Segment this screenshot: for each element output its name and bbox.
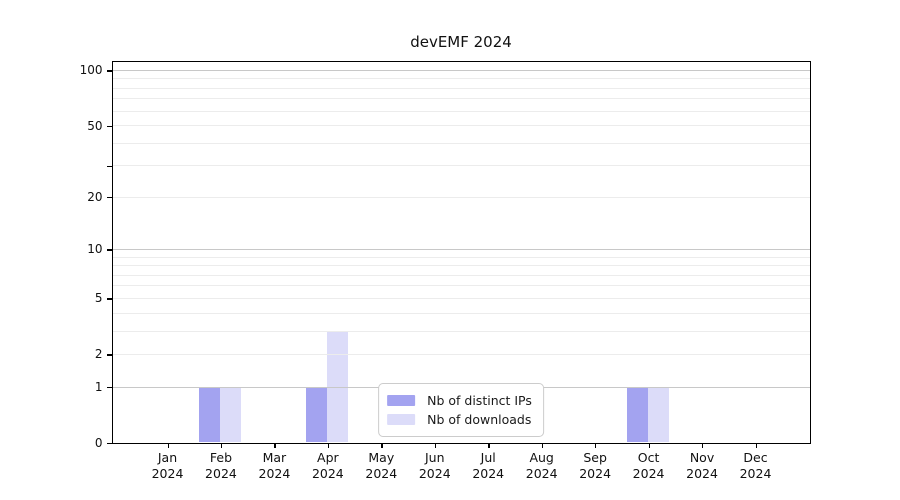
x-tick-label-year: 2024 — [365, 465, 398, 481]
x-tick-mark — [488, 443, 490, 448]
x-tick-label: Jun 2024 — [404, 450, 466, 481]
bar-distinct-ips — [306, 386, 328, 443]
y-tick-label: 10 — [87, 242, 103, 257]
y-tick-label: 2 — [94, 347, 103, 362]
x-tick-label-year: 2024 — [632, 465, 665, 481]
gridline-minor — [112, 142, 810, 144]
gridline-minor — [112, 165, 810, 167]
x-tick-mark — [327, 443, 330, 448]
x-tick-label: Jan 2024 — [137, 450, 199, 481]
x-tick-label: Sep 2024 — [564, 450, 626, 481]
x-tick-label: Oct 2024 — [618, 450, 680, 481]
x-tick-label-month: Aug — [529, 450, 554, 465]
x-tick-mark — [381, 443, 383, 448]
legend-label-distinct-ips: Nb of distinct IPs — [427, 392, 532, 408]
x-tick-label: Jul 2024 — [457, 450, 519, 481]
y-tick-mark — [106, 197, 113, 199]
x-tick-mark — [702, 443, 704, 448]
x-tick-label-year: 2024 — [151, 465, 184, 481]
y-tick-label: 1 — [94, 380, 103, 395]
y-tick-mark — [106, 70, 113, 72]
y-tick-label: 20 — [87, 190, 103, 205]
x-tick-label-month: Apr — [317, 450, 339, 465]
legend-swatch-distinct-ips — [387, 394, 416, 406]
legend-row-distinct-ips: Nb of distinct IPs — [387, 391, 532, 410]
gridline-minor — [112, 285, 810, 287]
x-tick-label-year: 2024 — [258, 465, 291, 481]
y-tick-mark — [106, 165, 113, 168]
gridline-minor — [112, 265, 810, 267]
legend-label-downloads: Nb of downloads — [427, 411, 532, 427]
gridline-minor — [112, 297, 810, 299]
gridline-minor — [112, 330, 810, 332]
y-tick-mark — [106, 298, 113, 300]
x-tick-label-month: Feb — [209, 450, 233, 465]
x-tick-label-year: 2024 — [579, 465, 612, 481]
gridline-major — [112, 69, 810, 71]
y-tick-mark — [106, 125, 113, 127]
x-tick-mark — [595, 443, 597, 448]
bar-distinct-ips — [627, 386, 649, 443]
y-tick-label: 50 — [87, 118, 103, 133]
gridline-minor — [112, 353, 810, 355]
gridline-minor — [112, 87, 810, 89]
y-tick-mark — [106, 443, 113, 445]
legend: Nb of distinct IPs Nb of downloads — [378, 382, 544, 437]
y-tick-mark — [106, 354, 113, 356]
y-tick-label: 5 — [94, 291, 103, 306]
x-tick-label-year: 2024 — [525, 465, 558, 481]
x-tick-label-month: Sep — [583, 450, 607, 465]
x-tick-label-month: Nov — [689, 450, 715, 465]
x-tick-mark — [220, 443, 223, 448]
x-tick-label-month: Dec — [743, 450, 768, 465]
gridline-minor — [112, 125, 810, 127]
chart-title: devEMF 2024 — [410, 33, 512, 51]
y-tick-label: 100 — [79, 63, 103, 78]
x-tick-label-month: May — [368, 450, 395, 465]
x-tick-label-year: 2024 — [686, 465, 718, 481]
x-tick-label: Nov 2024 — [671, 450, 733, 481]
y-tick-mark — [106, 387, 113, 389]
x-tick-label-year: 2024 — [472, 465, 505, 481]
gridline-minor — [112, 110, 810, 112]
x-tick-label-month: Mar — [262, 450, 287, 465]
x-tick-mark — [434, 443, 437, 448]
x-tick-label-year: 2024 — [418, 465, 451, 481]
gridline-minor — [112, 312, 810, 314]
x-tick-label-year: 2024 — [205, 465, 237, 481]
x-tick-mark — [274, 443, 276, 448]
bar-distinct-ips — [199, 386, 221, 443]
x-tick-label-month: Jun — [425, 450, 445, 465]
gridline-minor — [112, 196, 810, 198]
gridline-minor — [112, 98, 810, 100]
legend-row-downloads: Nb of downloads — [387, 410, 532, 429]
plot-area: Nb of distinct IPs Nb of downloads — [111, 60, 811, 444]
gridline-major — [112, 248, 810, 250]
bar-downloads — [648, 386, 670, 443]
x-tick-label: Feb 2024 — [190, 450, 252, 481]
x-tick-label-month: Oct — [637, 450, 660, 465]
gridline-minor — [112, 274, 810, 276]
x-tick-label: Aug 2024 — [511, 450, 573, 481]
gridline-minor — [112, 256, 810, 258]
x-tick-mark — [648, 443, 650, 448]
y-tick-label: 0 — [94, 436, 103, 450]
x-tick-mark — [755, 443, 757, 448]
x-tick-label-year: 2024 — [739, 465, 772, 481]
x-tick-label-month: Jul — [480, 450, 496, 465]
x-tick-mark — [167, 443, 169, 448]
x-tick-label: May 2024 — [350, 450, 412, 481]
y-tick-mark — [106, 249, 113, 251]
x-tick-label: Dec 2024 — [725, 450, 787, 481]
gridline-minor — [112, 78, 810, 80]
x-tick-mark — [541, 443, 543, 448]
x-tick-label-year: 2024 — [311, 465, 344, 481]
x-tick-label: Apr 2024 — [297, 450, 359, 481]
x-tick-label-month: Jan — [157, 450, 178, 465]
bar-downloads — [220, 386, 242, 443]
x-tick-label: Mar 2024 — [243, 450, 305, 481]
legend-swatch-downloads — [387, 413, 416, 425]
